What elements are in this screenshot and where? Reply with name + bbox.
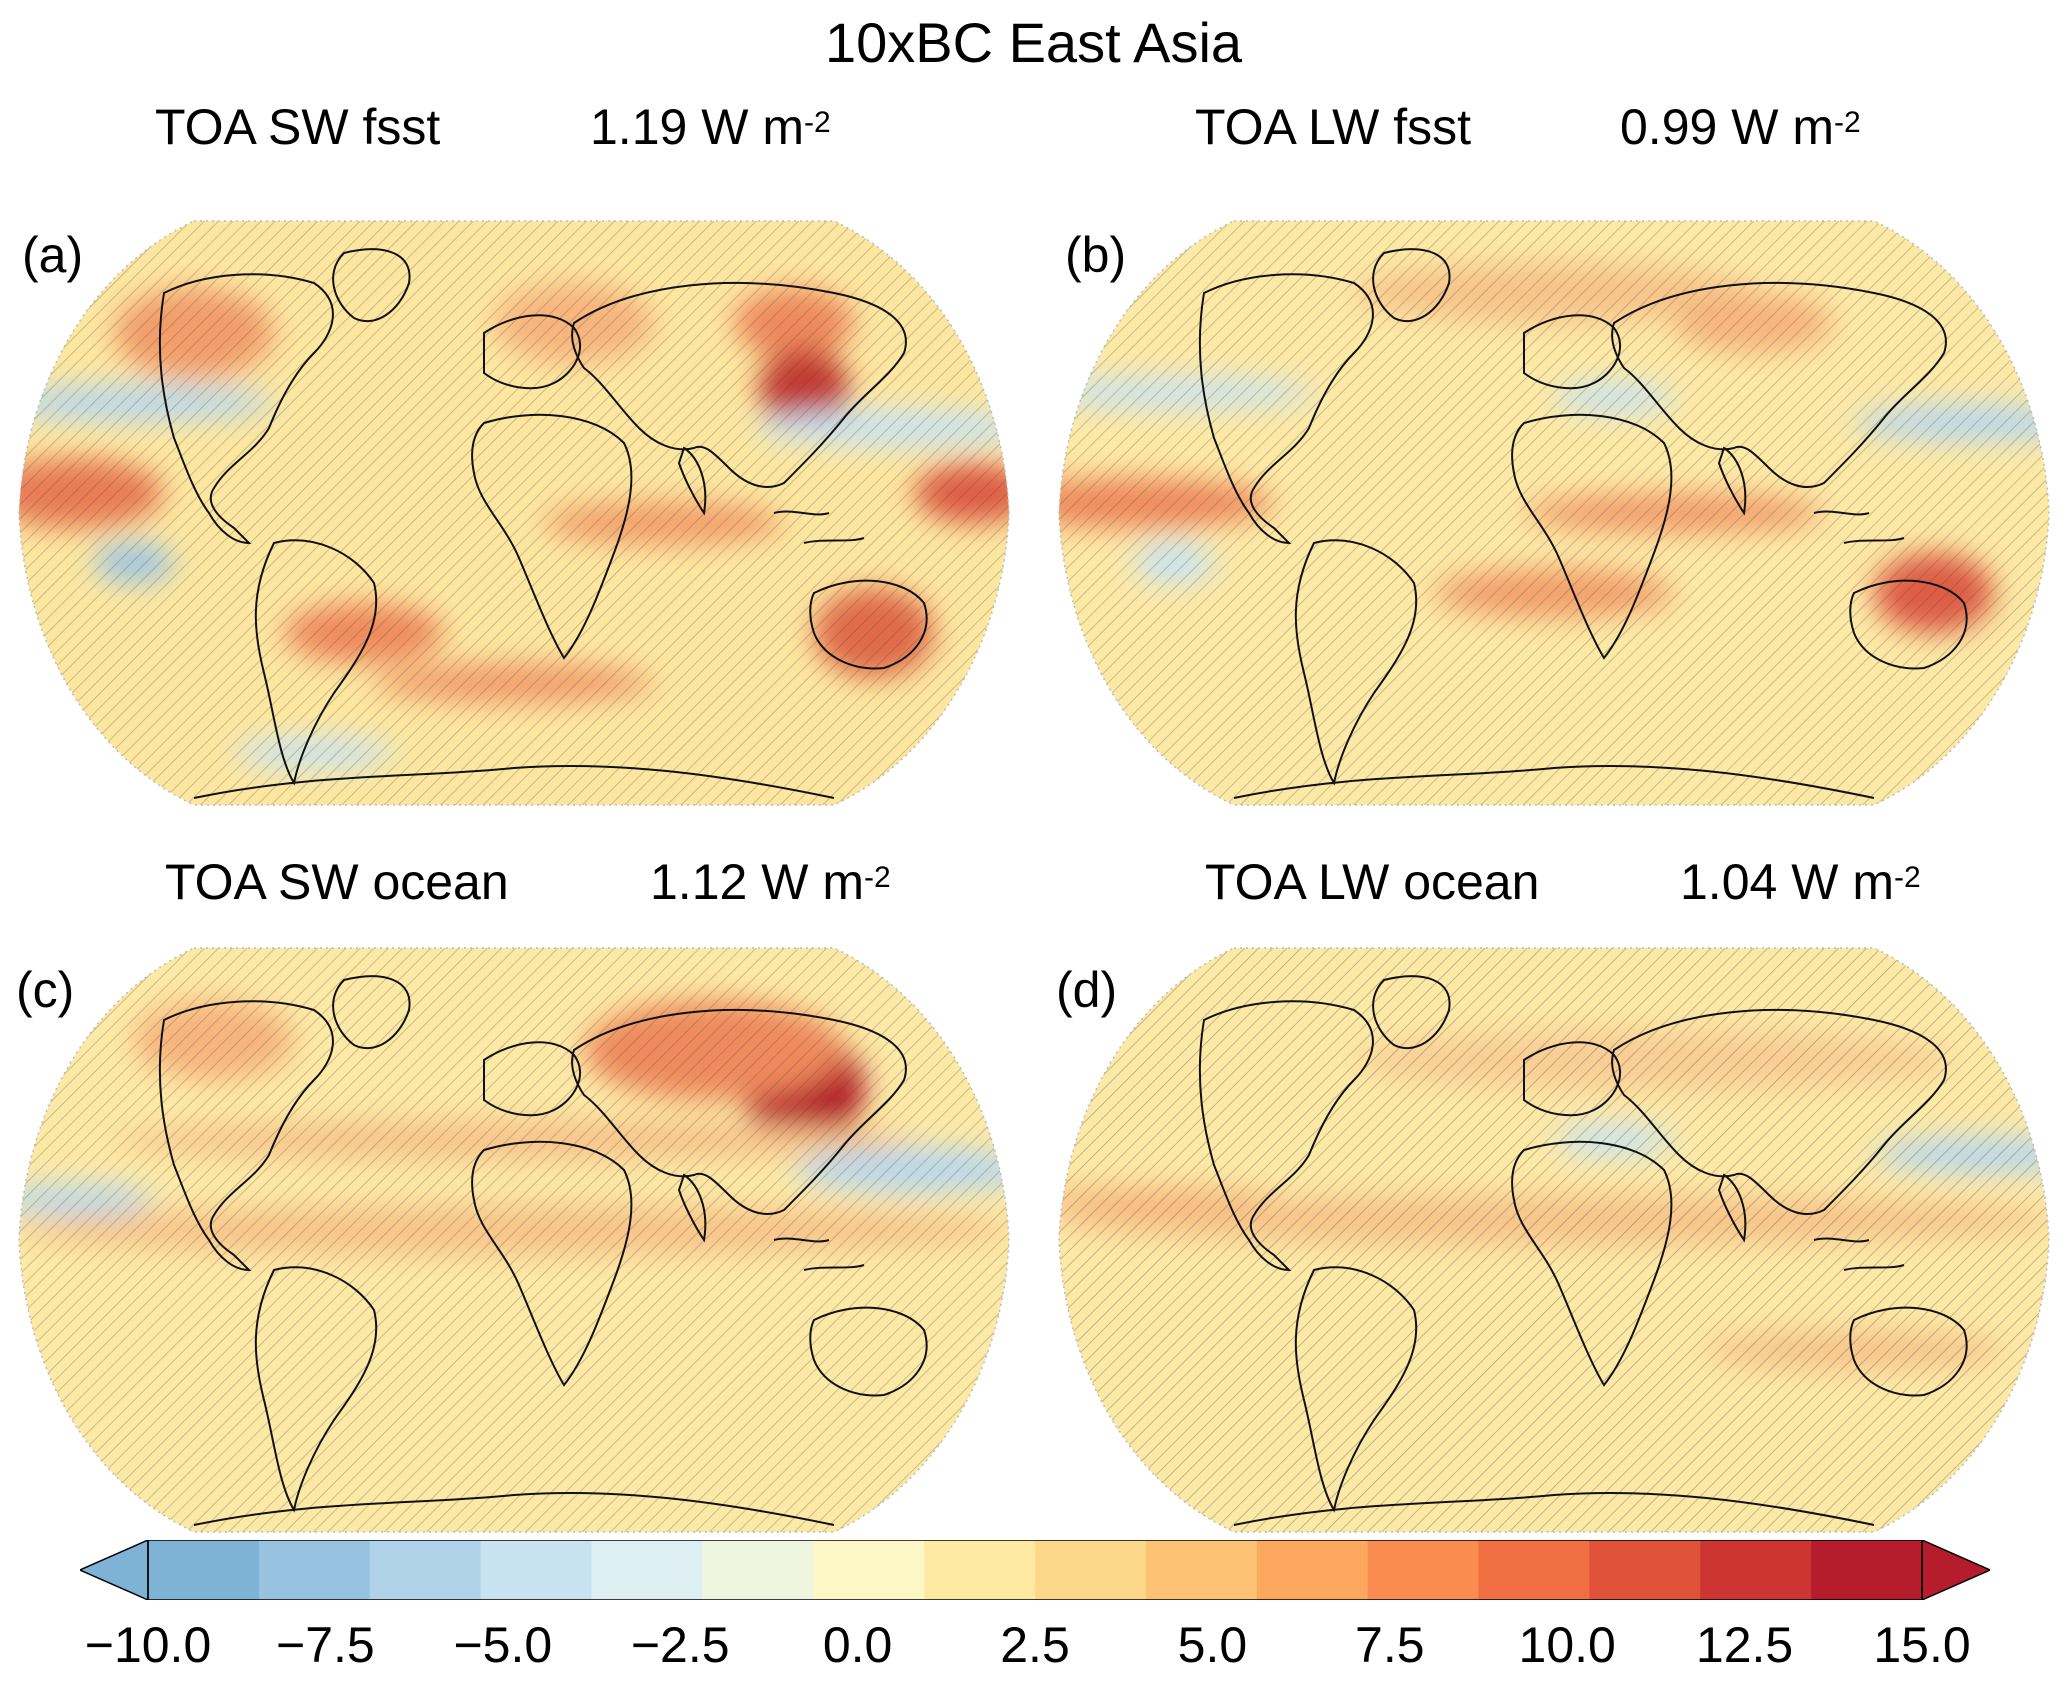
panel-a-global-mean: 1.19 W m-2	[590, 99, 831, 155]
panel-d-title: TOA LW ocean	[1205, 854, 1540, 910]
panel-d-map	[1054, 940, 2054, 1550]
colorbar-tick-label: −10.0	[84, 1617, 212, 1673]
figure-title: 10xBC East Asia	[824, 11, 1243, 74]
panel-c-title: TOA SW ocean	[165, 854, 509, 910]
colorbar-segment	[1035, 1540, 1147, 1600]
colorbar-tick-label: −2.5	[630, 1617, 730, 1673]
colorbar-segments	[148, 1540, 1923, 1600]
colorbar-segment	[1700, 1540, 1812, 1600]
colorbar-tick-label: −5.0	[453, 1617, 553, 1673]
panel-b-map	[1054, 213, 2054, 823]
colorbar-segment	[813, 1540, 925, 1600]
panel-b-title: TOA LW fsst	[1195, 99, 1471, 155]
panel-c-label: (c)	[16, 962, 75, 1018]
colorbar-segment	[924, 1540, 1036, 1600]
panel-a: TOA SW fsst 1.19 W m-2 (a)	[0, 85, 1000, 845]
colorbar-tick-label: 10.0	[1518, 1617, 1616, 1673]
panel-c-map	[14, 940, 1014, 1550]
colorbar-low-arrow	[80, 1540, 149, 1600]
panel-a-map	[14, 213, 1014, 823]
colorbar-segment	[1145, 1540, 1258, 1600]
colorbar-tick-label: 2.5	[1000, 1617, 1070, 1673]
colorbar-tick-label: 7.5	[1355, 1617, 1425, 1673]
colorbar-segment	[1478, 1540, 1590, 1600]
panel-d-global-mean: 1.04 W m-2	[1680, 854, 1921, 910]
colorbar-tick-label: 0.0	[822, 1617, 893, 1673]
colorbar-tick-label: 15.0	[1873, 1617, 1971, 1673]
panel-b-global-mean: 0.99 W m-2	[1620, 99, 1861, 155]
colorbar-segment	[1811, 1540, 1923, 1600]
panel-b: TOA LW fsst 0.99 W m-2 (b)	[1040, 85, 2040, 845]
colorbar-segment	[702, 1540, 814, 1600]
panel-c-global-mean: 1.12 W m-2	[650, 854, 891, 910]
colorbar-segment	[1256, 1540, 1369, 1600]
colorbar-segment	[591, 1540, 703, 1600]
colorbar-segment	[258, 1540, 371, 1600]
colorbar-segment	[1589, 1540, 1701, 1600]
colorbar-segment	[369, 1540, 482, 1600]
colorbar-high-arrow	[1921, 1540, 1990, 1600]
colorbar-segment	[148, 1540, 260, 1600]
panel-d: TOA LW ocean 1.04 W m-2 (d)	[1040, 840, 2040, 1600]
colorbar-segment	[1367, 1540, 1479, 1600]
panel-c: TOA SW ocean 1.12 W m-2 (c)	[0, 840, 1000, 1600]
colorbar-segment	[480, 1540, 592, 1600]
colorbar-tick-label: 5.0	[1177, 1617, 1248, 1673]
colorbar-tick-labels: −10.0 −7.5 −5.0 −2.5 0.0 2.5 5.0 7.5 10.0 12.5 15.…	[0, 1615, 2067, 1685]
panel-a-label: (a)	[22, 227, 84, 283]
panel-b-label: (b)	[1065, 227, 1127, 283]
colorbar	[80, 1540, 1990, 1600]
colorbar-tick-label: −7.5	[276, 1617, 375, 1673]
colorbar-tick-label: 12.5	[1695, 1617, 1794, 1673]
panel-a-title: TOA SW fsst	[155, 99, 441, 155]
panel-d-label: (d)	[1056, 962, 1118, 1018]
